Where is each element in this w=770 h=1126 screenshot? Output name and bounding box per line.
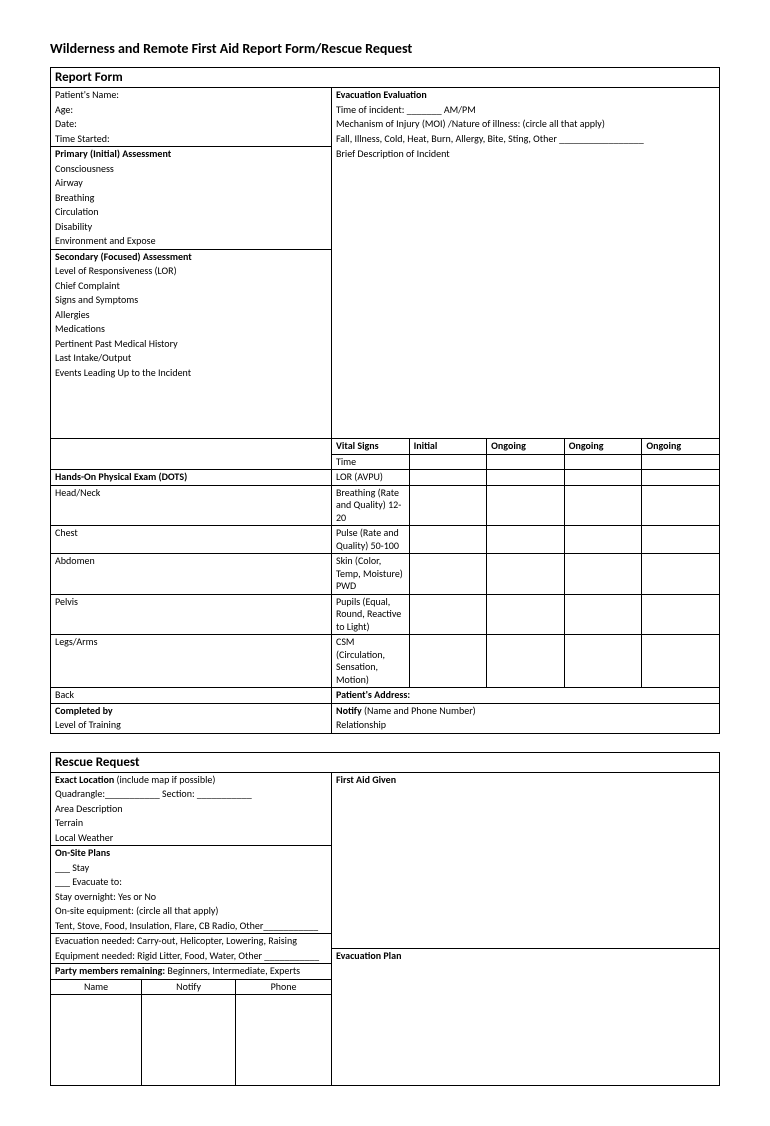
vital-skin: Skin (Color, Temp, Moisture) PWD — [331, 554, 409, 595]
area-description: Area Description — [51, 802, 332, 817]
ongoing-header-2: Ongoing — [564, 439, 642, 455]
secondary-header: Secondary (Focused) Assessment — [51, 249, 332, 264]
vital-time-ongoing3[interactable] — [642, 454, 720, 470]
evacuate-to: ___ Evacuate to: — [51, 875, 332, 890]
equipment-needed: Equipment needed: Rigid Litter, Food, Wa… — [51, 949, 332, 964]
breathing: Breathing — [51, 191, 332, 206]
primary-header: Primary (Initial) Assessment — [51, 147, 332, 162]
completed-by: Completed by — [51, 703, 332, 718]
initial-header: Initial — [409, 439, 487, 455]
lor: Level of Responsiveness (LOR) — [51, 264, 332, 279]
vital-time-ongoing1[interactable] — [487, 454, 565, 470]
age-label: Age: — [51, 103, 332, 118]
quadrangle: Quadrangle:___________ Section: ________… — [51, 787, 332, 802]
exact-location-header: Exact Location (include map if possible) — [51, 772, 332, 787]
consciousness: Consciousness — [51, 162, 332, 177]
patient-name-label: Patient's Name: — [51, 88, 332, 103]
intake-output: Last Intake/Output — [51, 351, 332, 366]
stay: ___ Stay — [51, 861, 332, 876]
party-members-header: Party members remaining: Beginners, Inte… — [51, 964, 332, 980]
vital-time-ongoing2[interactable] — [564, 454, 642, 470]
party-notify-header: Notify — [142, 980, 236, 995]
party-phone-cell[interactable] — [236, 995, 331, 1085]
blank-left-time — [51, 454, 332, 470]
medications: Medications — [51, 322, 332, 337]
dots-back: Back — [51, 688, 332, 704]
evacuation-needed: Evacuation needed: Carry-out, Helicopter… — [51, 934, 332, 949]
vital-pupils: Pupils (Equal, Round, Reactive to Light) — [331, 594, 409, 635]
vital-breathing: Breathing (Rate and Quality) 12-20 — [331, 485, 409, 526]
onsite-equipment-options: Tent, Stove, Food, Insulation, Flare, CB… — [51, 919, 332, 934]
party-members-table-cell: Name Notify Phone — [51, 979, 332, 1085]
party-name-header: Name — [51, 980, 142, 995]
vital-pulse: Pulse (Rate and Quality) 50-100 — [331, 526, 409, 554]
dots-pelvis: Pelvis — [51, 594, 332, 635]
ongoing-header-3: Ongoing — [642, 439, 720, 455]
environment: Environment and Expose — [51, 234, 332, 249]
party-notify-cell[interactable] — [142, 995, 236, 1085]
ongoing-header-1: Ongoing — [487, 439, 565, 455]
report-form-header: Report Form — [50, 67, 720, 87]
rescue-request-table: Exact Location (include map if possible)… — [50, 772, 720, 1086]
chief-complaint: Chief Complaint — [51, 279, 332, 294]
first-aid-given: First Aid Given — [331, 772, 719, 949]
blank1 — [51, 380, 332, 395]
dots-header: Hands-On Physical Exam (DOTS) — [51, 470, 332, 486]
vital-lor: LOR (AVPU) — [331, 470, 409, 486]
circulation: Circulation — [51, 205, 332, 220]
report-form-table: Patient's Name: Evacuation Evaluation Ag… — [50, 87, 720, 734]
onsite-plans-header: On-Site Plans — [51, 846, 332, 861]
vital-signs-header: Vital Signs — [331, 439, 409, 455]
party-phone-header: Phone — [236, 980, 331, 995]
level-training: Level of Training — [51, 718, 332, 733]
stay-overnight: Stay overnight: Yes or No — [51, 890, 332, 905]
moi-options: Fall, Illness, Cold, Heat, Burn, Allergy… — [331, 132, 719, 147]
vital-time: Time — [331, 454, 409, 470]
pertinent-history: Pertinent Past Medical History — [51, 337, 332, 352]
dots-head-neck: Head/Neck — [51, 485, 332, 526]
allergies: Allergies — [51, 308, 332, 323]
disability: Disability — [51, 220, 332, 235]
dots-legs-arms: Legs/Arms — [51, 635, 332, 688]
airway: Airway — [51, 176, 332, 191]
terrain: Terrain — [51, 816, 332, 831]
vital-time-initial[interactable] — [409, 454, 487, 470]
moi-label: Mechanism of Injury (MOI) /Nature of ill… — [331, 117, 719, 132]
local-weather: Local Weather — [51, 831, 332, 846]
signs: Signs and Symptoms — [51, 293, 332, 308]
notify-label: Notify (Name and Phone Number) — [331, 703, 719, 718]
brief-description: Brief Description of Incident — [331, 147, 719, 439]
vital-csm: CSM (Circulation, Sensation, Motion) — [331, 635, 409, 688]
dots-abdomen: Abdomen — [51, 554, 332, 595]
blank3 — [51, 409, 332, 424]
rescue-request-header: Rescue Request — [50, 752, 720, 772]
events: Events Leading Up to the Incident — [51, 366, 332, 381]
party-name-cell[interactable] — [51, 995, 142, 1085]
evacuation-header: Evacuation Evaluation — [331, 88, 719, 103]
evacuation-plan: Evacuation Plan — [331, 949, 719, 1086]
blank-left-vitals — [51, 439, 332, 455]
date-label: Date: — [51, 117, 332, 132]
dots-chest: Chest — [51, 526, 332, 554]
blank2 — [51, 395, 332, 410]
blank4 — [51, 424, 332, 439]
relationship: Relationship — [331, 718, 719, 733]
time-of-incident: Time of incident: _______ AM/PM — [331, 103, 719, 118]
time-started-label: Time Started: — [51, 132, 332, 147]
onsite-equipment: On-site equipment: (circle all that appl… — [51, 904, 332, 919]
patient-address: Patient's Address: — [331, 688, 719, 704]
page-title: Wilderness and Remote First Aid Report F… — [50, 40, 720, 57]
